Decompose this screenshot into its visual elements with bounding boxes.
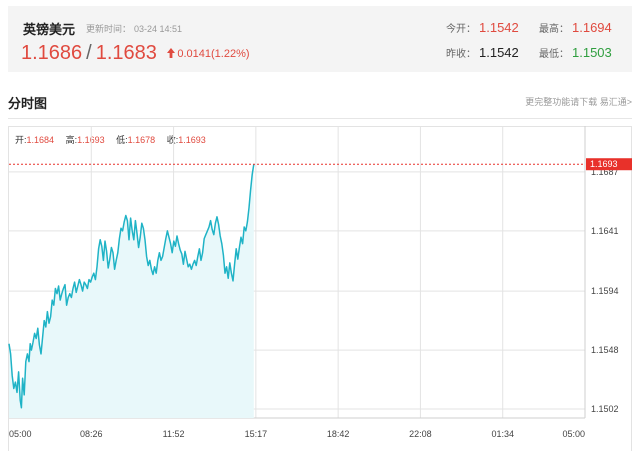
stat-open-value: 1.1542 <box>479 20 519 35</box>
up-arrow-icon <box>167 48 176 58</box>
section-divider <box>8 118 632 119</box>
ohlc-open-label: 开: <box>15 135 27 145</box>
stat-high: 最高： 1.1694 <box>539 20 612 35</box>
ohlc-low-label: 低: <box>116 135 128 145</box>
x-tick-label: 01:34 <box>491 429 514 439</box>
ohlc-close: 收:1.1693 <box>167 135 206 145</box>
y-tick-label: 1.1594 <box>591 286 619 296</box>
stat-prev-close-label: 昨收： <box>446 49 476 60</box>
x-tick-label: 22:08 <box>409 429 432 439</box>
chart-grid <box>9 126 586 419</box>
stat-prev-close: 昨收： 1.1542 <box>446 45 519 60</box>
app-download-link[interactable]: 更完整功能请下载 易汇通> <box>525 97 632 107</box>
y-tick-label: 1.1641 <box>591 226 619 236</box>
x-axis: 05:00 08:26 11:52 15:17 18:42 22:08 01:34 05:00 <box>9 429 585 439</box>
x-tick-label: 05:00 <box>562 429 585 439</box>
ohlc-open: 开:1.1684 <box>15 135 54 145</box>
ohlc-close-value: 1.1693 <box>178 135 206 145</box>
x-tick-label: 08:26 <box>80 429 103 439</box>
price-change: 0.0141(1.22%) <box>167 48 250 60</box>
chart-frame <box>8 126 632 451</box>
current-price-tag: 1.1693 <box>586 158 632 171</box>
stat-low-value: 1.1503 <box>572 45 612 60</box>
update-time-value: 03-24 14:51 <box>134 24 183 34</box>
price-separator: / <box>86 42 92 64</box>
section-title: 分时图 <box>8 96 48 111</box>
currency-pair-name: 英镑美元 <box>23 22 76 37</box>
y-tick-label: 1.1687 <box>591 167 619 177</box>
stat-low: 最低： 1.1503 <box>539 45 612 60</box>
x-tick-label: 11:52 <box>163 429 185 439</box>
ohlc-low: 低:1.1678 <box>116 135 155 145</box>
x-tick-label: 18:42 <box>327 429 350 439</box>
y-tick-label: 1.1548 <box>591 345 619 355</box>
y-axis: 1.1687 1.1641 1.1594 1.1548 1.1502 <box>591 167 619 414</box>
ask-price: 1.1683 <box>95 42 157 64</box>
stat-low-label: 最低： <box>539 49 569 60</box>
ohlc-low-value: 1.1678 <box>127 135 156 145</box>
update-time: 更新时间： 03-24 14:51 <box>86 22 182 35</box>
current-price-tag-text: 1.1693 <box>590 159 618 169</box>
stat-open-label: 今开： <box>446 24 476 35</box>
update-time-label: 更新时间： <box>86 24 132 34</box>
price-change-value: 0.0141(1.22%) <box>177 48 250 60</box>
stat-prev-close-value: 1.1542 <box>479 45 519 60</box>
x-tick-label: 05:00 <box>9 429 32 439</box>
current-price-tag-bg <box>586 158 632 171</box>
ohlc-open-value: 1.1684 <box>26 135 55 145</box>
stat-high-value: 1.1694 <box>572 20 612 35</box>
ohlc-close-label: 收: <box>166 135 179 145</box>
price-line <box>8 164 255 409</box>
y-tick-label: 1.1502 <box>591 404 619 414</box>
bid-price: 1.1686 <box>21 42 83 64</box>
ohlc-high-label: 高: <box>65 135 78 145</box>
price-row: 1.1686/1.1683 0.0141(1.22%) <box>21 41 250 65</box>
stat-open: 今开： 1.1542 <box>446 20 519 35</box>
stat-high-label: 最高： <box>539 24 569 35</box>
quote-header: 英镑美元 更新时间： 03-24 14:51 1.1686/1.1683 0.01… <box>8 6 632 72</box>
x-tick-label: 15:17 <box>245 429 268 439</box>
price-area <box>9 164 254 418</box>
